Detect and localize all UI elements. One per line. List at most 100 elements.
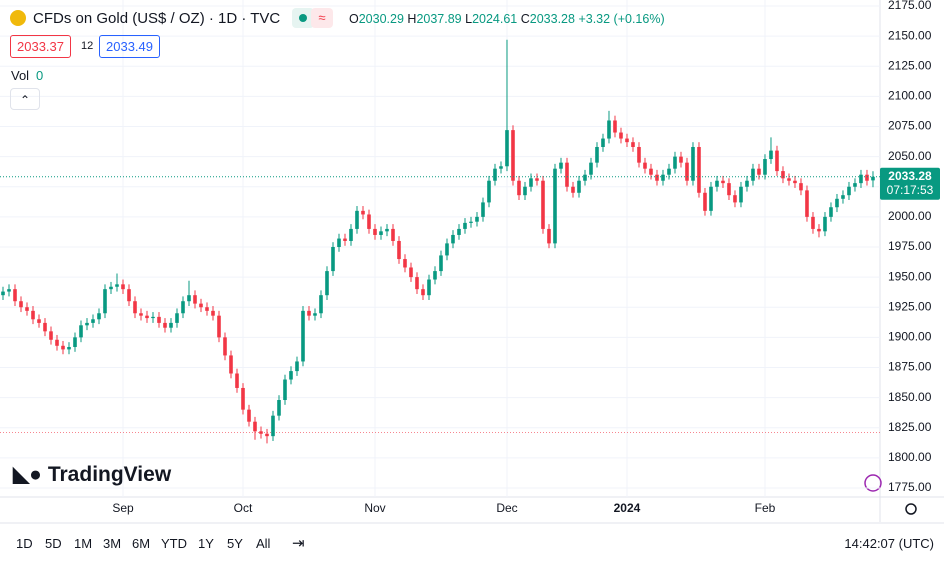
x-tick-label: 2024 (614, 501, 641, 515)
candle-body (265, 433, 269, 437)
candle-body (589, 162, 593, 175)
alert-icon[interactable] (864, 474, 882, 492)
candle-body (1, 291, 5, 296)
range-button[interactable]: 1D (16, 536, 33, 551)
range-button[interactable]: 5Y (227, 536, 243, 551)
range-button[interactable]: YTD (161, 536, 187, 551)
candle-body (565, 162, 569, 187)
candle-body (331, 246, 335, 272)
candle-body (25, 307, 29, 311)
clock: 14:42:07 (UTC) (844, 536, 934, 551)
candle-body (745, 180, 749, 187)
y-tick-label: 1775.00 (888, 480, 932, 494)
candle-body (367, 214, 371, 229)
range-button[interactable]: 3M (103, 536, 122, 551)
candle-body (361, 210, 365, 215)
candle-body (805, 190, 809, 217)
candle-body (313, 313, 317, 316)
candle-body (283, 379, 287, 401)
spread: 12 (81, 40, 94, 52)
symbol-title[interactable]: CFDs on Gold (US$ / OZ) · 1D · TVC (33, 10, 281, 27)
candle-body (559, 162, 563, 169)
candle-body (649, 168, 653, 175)
range-button[interactable]: 6M (132, 536, 151, 551)
candle-body (811, 216, 815, 229)
x-tick-label: Dec (496, 501, 517, 515)
candle-body (91, 319, 95, 323)
candle-body (661, 174, 665, 181)
candle-body (133, 301, 137, 314)
candle-body (493, 168, 497, 181)
candle-body (31, 310, 35, 320)
candle-body (739, 186, 743, 203)
settings-icon[interactable] (905, 503, 917, 515)
candle-body (115, 284, 119, 287)
candle-body (643, 162, 647, 169)
x-tick-label: Feb (755, 501, 776, 515)
candle-body (751, 168, 755, 181)
candle-body (307, 310, 311, 316)
ohlc-legend: O2030.29 H2037.89 L2024.61 C2033.28 +3.3… (349, 12, 665, 26)
candle-body (49, 331, 53, 340)
candle-body (205, 307, 209, 311)
candle-body (445, 243, 449, 256)
range-button[interactable]: 5D (45, 536, 62, 551)
candle-body (259, 431, 263, 434)
candle-body (217, 315, 221, 338)
o-value: 2030.29 (358, 12, 404, 26)
y-tick-label: 1900.00 (888, 330, 932, 344)
candle-body (181, 301, 185, 314)
candle-body (157, 316, 161, 323)
y-tick-label: 1825.00 (888, 420, 932, 434)
candle-body (253, 421, 257, 432)
candle-body (637, 146, 641, 163)
candle-body (451, 234, 455, 244)
candle-body (241, 387, 245, 410)
candle-body (733, 195, 737, 203)
candle-body (655, 174, 659, 181)
candle-body (397, 240, 401, 260)
candle-body (403, 259, 407, 268)
price-badge (880, 167, 940, 200)
candle-body (193, 295, 197, 304)
buy-button[interactable]: 2033.49 (99, 35, 160, 58)
candle-body (553, 168, 557, 244)
candle-body (517, 180, 521, 196)
candle-body (247, 409, 251, 422)
symbol-icon (10, 10, 26, 26)
candle-body (415, 277, 419, 290)
candle-body (319, 295, 323, 314)
sell-button[interactable]: 2033.37 (10, 35, 71, 58)
range-button[interactable]: 1Y (198, 536, 214, 551)
candle-body (727, 183, 731, 196)
l-value: 2024.61 (472, 12, 518, 26)
range-button[interactable]: 1M (74, 536, 93, 551)
candle-body (631, 142, 635, 147)
candle-body (487, 180, 491, 203)
candle-body (613, 120, 617, 133)
candle-body (343, 238, 347, 241)
candle-body (715, 180, 719, 187)
collapse-button[interactable]: ⌃ (10, 88, 40, 110)
candle-body (439, 255, 443, 272)
candle-body (799, 183, 803, 191)
y-tick-label: 1975.00 (888, 239, 932, 253)
date-range-icon[interactable]: ⇥ (292, 535, 305, 552)
candle-body (823, 216, 827, 232)
candle-body (139, 313, 143, 316)
l-label: L (465, 12, 473, 26)
y-tick-label: 2000.00 (888, 209, 932, 223)
data-status[interactable]: ≈ (311, 8, 333, 28)
range-button[interactable]: All (256, 536, 271, 551)
market-status[interactable] (292, 8, 314, 28)
candle-body (85, 322, 89, 326)
h-value: 2037.89 (416, 12, 462, 26)
candle-body (541, 180, 545, 229)
candle-body (223, 337, 227, 356)
y-tick-label: 1950.00 (888, 269, 932, 283)
candle-body (865, 174, 869, 181)
candle-body (499, 166, 503, 169)
candle-body (457, 228, 461, 235)
candle-body (379, 231, 383, 235)
candle-body (19, 301, 23, 308)
